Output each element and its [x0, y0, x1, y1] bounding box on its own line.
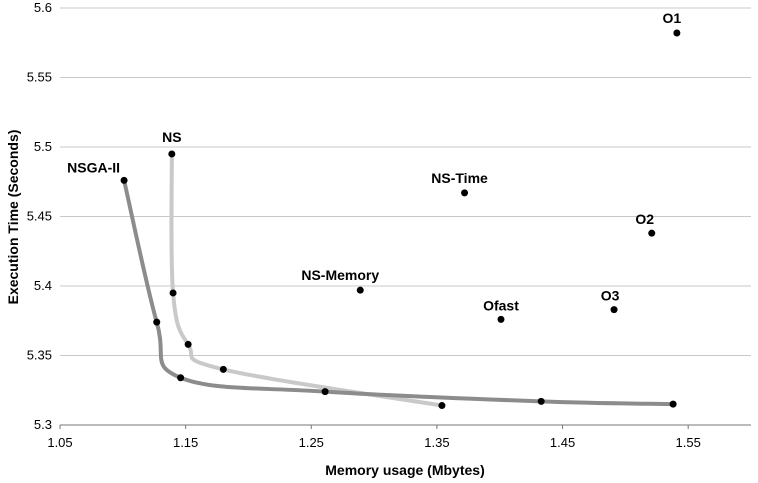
- data-point: [438, 402, 446, 410]
- y-tick-label: 5.5: [34, 139, 52, 154]
- y-tick-label: 5.55: [27, 70, 52, 85]
- data-point: [321, 388, 329, 396]
- curve-nsga-ii: [122, 178, 676, 407]
- curves: [122, 151, 676, 408]
- y-tick-labels: 5.3 5.35 5.4 5.45 5.5 5.55 5.6: [27, 0, 52, 432]
- data-point: [356, 286, 364, 294]
- data-point: [673, 29, 681, 37]
- point-label: Ofast: [483, 297, 519, 313]
- data-point: [648, 229, 656, 237]
- data-point: [120, 176, 128, 184]
- data-point: [177, 374, 185, 382]
- data-point: [169, 289, 177, 297]
- point-label: O3: [601, 288, 620, 304]
- data-point: [184, 340, 192, 348]
- data-points: [120, 29, 681, 410]
- data-point: [537, 397, 545, 405]
- data-point: [168, 150, 176, 158]
- x-axis-title: Memory usage (Mbytes): [325, 462, 484, 478]
- x-tick-label: 1.25: [299, 435, 324, 450]
- x-tick-label: 1.15: [173, 435, 198, 450]
- point-label: NSGA-II: [67, 159, 120, 175]
- x-tick-label: 1.05: [47, 435, 72, 450]
- point-label: NS-Memory: [301, 267, 379, 283]
- y-tick-label: 5.4: [34, 278, 52, 293]
- point-label: NS-Time: [431, 170, 488, 186]
- y-tick-label: 5.6: [34, 0, 52, 15]
- y-tick-label: 5.35: [27, 348, 52, 363]
- point-label: O1: [663, 10, 682, 26]
- y-tick-label: 5.45: [27, 209, 52, 224]
- curve-ns: [169, 151, 444, 408]
- x-tick-label: 1.35: [424, 435, 449, 450]
- y-tick-label: 5.3: [34, 417, 52, 432]
- x-tick-label: 1.55: [676, 435, 701, 450]
- point-label: O2: [635, 211, 654, 227]
- data-point: [461, 189, 469, 197]
- data-point: [497, 315, 505, 323]
- data-point: [610, 306, 618, 314]
- data-point: [669, 400, 677, 408]
- y-axis-title: Execution Time (Seconds): [5, 130, 21, 305]
- x-tick-labels: 1.05 1.15 1.25 1.35 1.45 1.55: [47, 425, 701, 450]
- data-point: [153, 318, 161, 326]
- point-labels: NSGA-II NS O1 O2 O3 Ofast NS-Time NS-Memory: [67, 10, 681, 313]
- point-label: NS: [162, 129, 181, 145]
- data-point: [219, 365, 227, 373]
- x-tick-label: 1.45: [550, 435, 575, 450]
- gridlines: [60, 7, 751, 356]
